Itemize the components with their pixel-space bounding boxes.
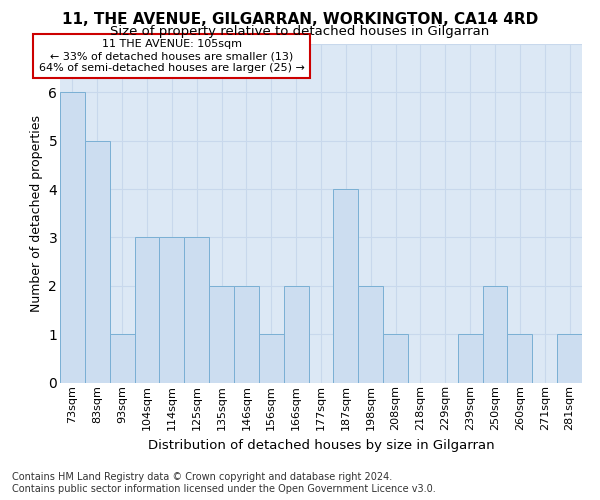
- Bar: [557, 334, 582, 382]
- Bar: [383, 334, 408, 382]
- Bar: [85, 140, 110, 382]
- Bar: [358, 286, 383, 382]
- Bar: [234, 286, 259, 382]
- Bar: [458, 334, 482, 382]
- Bar: [334, 189, 358, 382]
- Bar: [284, 286, 308, 382]
- Bar: [134, 238, 160, 382]
- Bar: [508, 334, 532, 382]
- Text: 11 THE AVENUE: 105sqm
← 33% of detached houses are smaller (13)
64% of semi-deta: 11 THE AVENUE: 105sqm ← 33% of detached …: [39, 40, 305, 72]
- Y-axis label: Number of detached properties: Number of detached properties: [30, 115, 43, 312]
- Bar: [259, 334, 284, 382]
- Bar: [160, 238, 184, 382]
- Text: Contains HM Land Registry data © Crown copyright and database right 2024.
Contai: Contains HM Land Registry data © Crown c…: [12, 472, 436, 494]
- Text: 11, THE AVENUE, GILGARRAN, WORKINGTON, CA14 4RD: 11, THE AVENUE, GILGARRAN, WORKINGTON, C…: [62, 12, 538, 28]
- Text: Size of property relative to detached houses in Gilgarran: Size of property relative to detached ho…: [110, 25, 490, 38]
- Bar: [60, 92, 85, 383]
- Bar: [209, 286, 234, 382]
- Bar: [184, 238, 209, 382]
- X-axis label: Distribution of detached houses by size in Gilgarran: Distribution of detached houses by size …: [148, 438, 494, 452]
- Bar: [482, 286, 508, 382]
- Bar: [110, 334, 134, 382]
